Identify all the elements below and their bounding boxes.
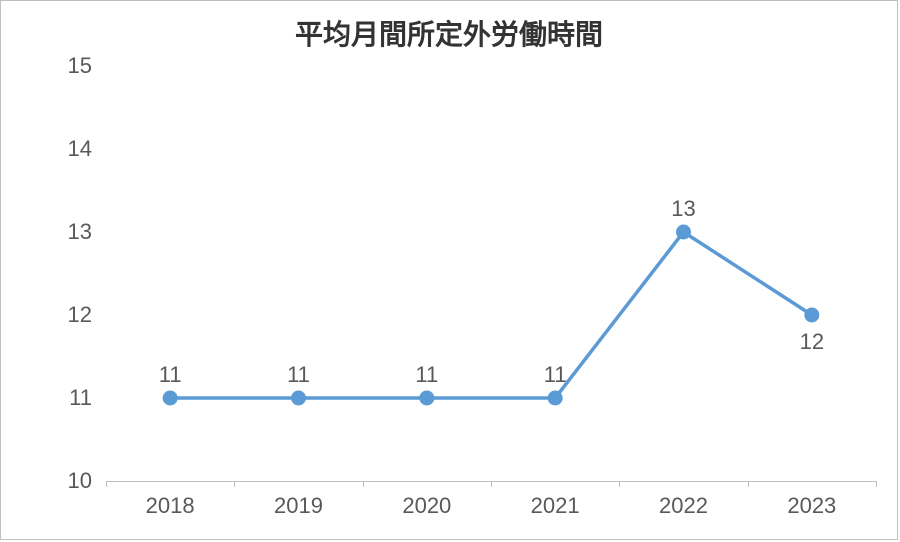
x-tick-mark bbox=[876, 481, 877, 487]
x-tick-label: 2022 bbox=[659, 481, 708, 519]
x-tick-label: 2018 bbox=[146, 481, 195, 519]
series-marker bbox=[548, 391, 562, 405]
x-tick-mark bbox=[234, 481, 235, 487]
line-series bbox=[106, 66, 876, 481]
series-marker bbox=[677, 225, 691, 239]
x-tick-mark bbox=[619, 481, 620, 487]
chart-title: 平均月間所定外労働時間 bbox=[1, 13, 897, 53]
x-tick-mark bbox=[106, 481, 107, 487]
data-label: 11 bbox=[159, 362, 182, 388]
series-line bbox=[170, 232, 812, 398]
plot-area: 1011121314152018201920202021202220231111… bbox=[106, 66, 876, 481]
y-tick-label: 11 bbox=[69, 385, 106, 411]
chart-frame: 平均月間所定外労働時間 10 11 12 13 14 15 2018 2019 2020 2021… bbox=[0, 0, 898, 540]
y-tick-label: 15 bbox=[68, 53, 106, 79]
x-tick-label: 2019 bbox=[274, 481, 323, 519]
data-label: 11 bbox=[544, 362, 567, 388]
series-marker bbox=[292, 391, 306, 405]
y-tick-label: 14 bbox=[68, 136, 106, 162]
data-label: 13 bbox=[671, 196, 695, 222]
data-label: 12 bbox=[800, 329, 824, 355]
x-tick-label: 2023 bbox=[787, 481, 836, 519]
x-tick-mark bbox=[363, 481, 364, 487]
series-marker bbox=[420, 391, 434, 405]
x-tick-label: 2020 bbox=[402, 481, 451, 519]
data-label: 11 bbox=[415, 362, 438, 388]
y-tick-label: 13 bbox=[68, 219, 106, 245]
series-marker bbox=[805, 308, 819, 322]
data-label: 11 bbox=[287, 362, 310, 388]
y-tick-label: 12 bbox=[68, 302, 106, 328]
x-tick-mark bbox=[748, 481, 749, 487]
x-tick-mark bbox=[491, 481, 492, 487]
x-tick-label: 2021 bbox=[531, 481, 580, 519]
y-tick-label: 10 bbox=[68, 468, 106, 494]
series-marker bbox=[163, 391, 177, 405]
